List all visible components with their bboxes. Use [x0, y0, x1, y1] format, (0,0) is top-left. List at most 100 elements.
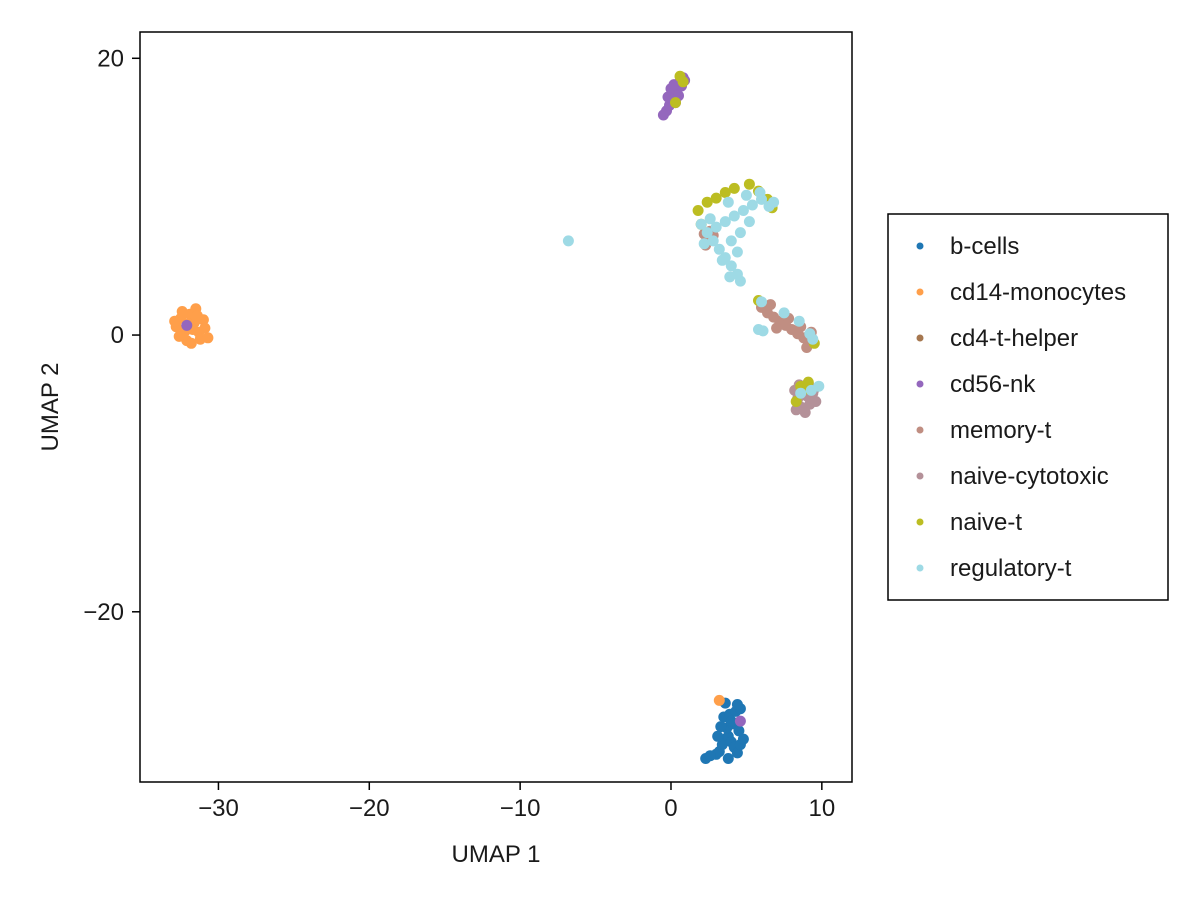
legend-item: cd14-monocytes: [916, 279, 1126, 306]
data-point: [677, 76, 689, 88]
plot-frame: [139, 31, 853, 783]
data-point: [790, 404, 802, 416]
data-point: [731, 747, 743, 759]
legend-item: b-cells: [916, 233, 1019, 260]
data-point: [719, 187, 731, 198]
data-point: [778, 307, 790, 319]
y-axis-label: UMAP 2: [37, 363, 64, 452]
data-point: [743, 216, 755, 228]
data-point: [734, 275, 746, 287]
data-point: [725, 235, 737, 247]
y-tick-label: 0: [111, 322, 124, 349]
legend-marker: [916, 334, 924, 342]
data-point: [719, 216, 731, 228]
legend-item: cd4-t-helper: [916, 325, 1078, 352]
legend-item: naive-t: [916, 509, 1022, 536]
data-point: [737, 733, 749, 745]
data-point: [746, 199, 758, 211]
data-point: [698, 238, 710, 250]
data-point: [173, 330, 185, 342]
y-axis: −20 0 20: [83, 45, 140, 626]
data-point: [813, 380, 825, 392]
legend-label: memory-t: [950, 417, 1052, 444]
points-layer: [169, 70, 825, 764]
data-point: [715, 721, 727, 733]
data-point: [668, 79, 680, 91]
data-point: [712, 730, 724, 742]
series-b-cells: [700, 697, 749, 764]
data-point: [176, 306, 188, 317]
data-point: [807, 333, 819, 345]
data-point: [657, 109, 669, 121]
legend-marker: [916, 380, 924, 388]
data-point: [790, 396, 802, 407]
legend-item: memory-t: [916, 417, 1052, 444]
data-point: [756, 296, 767, 308]
data-point: [731, 699, 743, 710]
data-point: [731, 246, 743, 258]
data-point: [710, 192, 722, 204]
data-point: [181, 319, 193, 331]
data-point: [701, 196, 713, 208]
x-tick-label: −10: [500, 795, 541, 822]
legend-item: cd56-nk: [916, 371, 1036, 398]
data-point: [765, 299, 776, 311]
x-tick-label: −30: [198, 795, 239, 822]
data-point: [733, 725, 745, 737]
data-point: [722, 196, 734, 208]
data-point: [754, 187, 766, 198]
legend-item: regulatory-t: [916, 555, 1072, 582]
legend-label: regulatory-t: [950, 555, 1072, 582]
data-point: [670, 97, 681, 109]
data-point: [169, 315, 181, 327]
data-point: [724, 271, 736, 283]
data-point: [713, 243, 725, 255]
data-point: [734, 715, 746, 727]
data-point: [710, 221, 722, 233]
data-point: [199, 322, 211, 334]
y-tick-label: −20: [83, 599, 124, 626]
x-tick-label: −20: [349, 795, 390, 822]
x-axis: −30 −20 −10 0 10: [198, 782, 835, 822]
data-point: [713, 694, 725, 706]
x-tick-label: 10: [808, 795, 835, 822]
data-point: [701, 227, 713, 239]
legend-marker: [916, 288, 924, 296]
data-point: [725, 260, 737, 272]
data-point: [191, 310, 203, 322]
data-point: [704, 750, 716, 762]
data-point: [810, 396, 822, 407]
legend-label: b-cells: [950, 233, 1019, 260]
data-point: [793, 315, 805, 327]
data-point: [740, 189, 752, 201]
legend-marker: [916, 518, 924, 526]
legend-marker: [916, 242, 924, 250]
legend-frame: [887, 213, 1169, 601]
series-regulatory-t: [562, 187, 825, 399]
legend-item: naive-cytotoxic: [916, 463, 1109, 490]
data-point: [771, 322, 783, 334]
data-point: [753, 324, 764, 335]
data-point: [662, 91, 674, 103]
legend-marker: [916, 426, 924, 434]
y-tick-label: 20: [97, 45, 124, 72]
data-point: [716, 254, 728, 266]
legend-marker: [916, 564, 924, 572]
legend-label: cd56-nk: [950, 371, 1036, 398]
data-point: [202, 332, 214, 344]
data-point: [562, 235, 574, 247]
data-point: [707, 235, 719, 247]
data-point: [692, 205, 704, 216]
data-point: [734, 227, 746, 239]
legend-label: naive-t: [950, 509, 1022, 536]
legend-label: cd4-t-helper: [950, 325, 1078, 352]
data-point: [728, 210, 740, 222]
x-axis-label: UMAP 1: [452, 841, 541, 868]
data-point: [185, 337, 197, 349]
x-tick-label: 0: [664, 795, 677, 822]
legend-marker: [916, 472, 924, 480]
data-point: [725, 715, 737, 727]
data-point: [728, 182, 740, 194]
